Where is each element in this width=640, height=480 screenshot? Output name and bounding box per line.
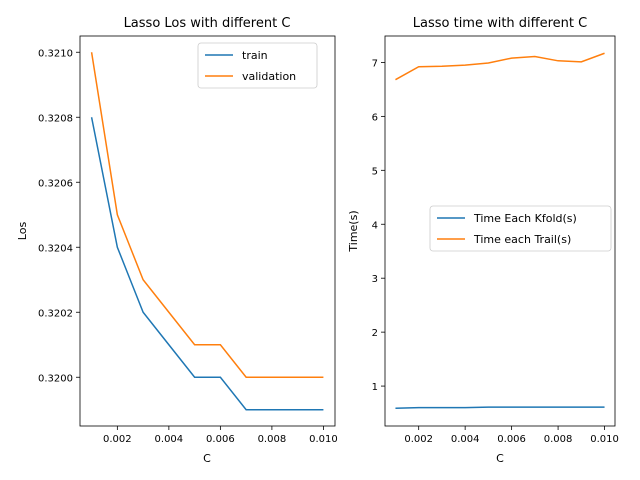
x-tick-label: 0.004 [451, 434, 480, 445]
x-axis-label: C [496, 452, 504, 465]
chart-lasso-time: Lasso time with different C 0.002 0.004 0.… [347, 16, 619, 465]
chart-title: Lasso time with different C [413, 16, 587, 31]
x-tick-label: 0.004 [155, 434, 184, 445]
y-tick-label: 6 [372, 112, 378, 123]
x-tick-label: 0.010 [309, 434, 338, 445]
x-tick-label: 0.008 [258, 434, 287, 445]
chart-title: Lasso Los with different C [124, 16, 291, 31]
y-tick-label: 7 [372, 58, 378, 69]
y-tick-label: 1 [372, 382, 378, 393]
axes-frame [79, 35, 336, 427]
series-line-2 [90, 52, 324, 378]
y-tick-label: 0.3200 [38, 373, 73, 384]
legend-label: Time each Trail(s) [473, 233, 571, 246]
x-tick-label: 0.006 [497, 434, 526, 445]
y-axis-label: Time(s) [347, 210, 360, 252]
y-tick-label: 0.3210 [38, 48, 73, 59]
legend-box [429, 205, 612, 252]
series-line-2 [395, 52, 605, 81]
series-line-1 [90, 117, 324, 411]
y-tick-label: 3 [372, 274, 378, 285]
y-tick-label: 0.3206 [38, 178, 73, 189]
y-tick-label: 0.3202 [38, 308, 73, 319]
x-tick-label: 0.002 [404, 434, 433, 445]
x-tick-label: 0.010 [590, 434, 619, 445]
y-tick-label: 4 [372, 220, 378, 231]
plot-area: 0.002 0.004 0.006 0.008 0.010 1 2 3 4 5 6 7 Time Eac… [372, 35, 619, 445]
chart-lasso-los: Lasso Los with different C 0.002 0.004 0.0… [16, 16, 338, 465]
y-tick-label: 0.3208 [38, 113, 73, 124]
legend: Time Each Kfold(s) Time each Trail(s) [429, 205, 612, 252]
plot-area: 0.002 0.004 0.006 0.008 0.010 0.3200 0.3202 0.3… [38, 35, 338, 445]
x-tick-label: 0.002 [103, 434, 132, 445]
y-tick-label: 2 [372, 328, 378, 339]
legend-label: validation [242, 70, 296, 83]
series-line-1 [395, 406, 605, 409]
axes-frame [384, 35, 616, 427]
x-tick-label: 0.006 [206, 434, 235, 445]
y-tick-label: 5 [372, 166, 378, 177]
legend: train validation [197, 42, 318, 89]
y-axis-label: Los [16, 222, 29, 241]
legend-label: Time Each Kfold(s) [473, 212, 577, 225]
x-axis-label: C [203, 452, 211, 465]
legend-label: train [242, 49, 268, 62]
x-tick-label: 0.008 [544, 434, 573, 445]
y-tick-label: 0.3204 [38, 243, 73, 254]
